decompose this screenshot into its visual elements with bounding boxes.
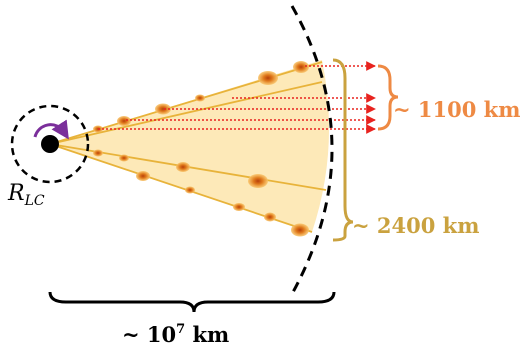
light-cylinder-circle bbox=[10, 104, 90, 184]
rotation-arrow-icon bbox=[33, 119, 69, 140]
emission-rays bbox=[98, 61, 376, 134]
neutron-star bbox=[41, 135, 59, 153]
emission-front-arc bbox=[290, 5, 334, 295]
light-cylinder-label: RLC bbox=[7, 181, 45, 209]
distance-label: ~ 107 km bbox=[122, 322, 229, 347]
plasma-blobs bbox=[93, 61, 309, 237]
emission-fan bbox=[50, 60, 330, 232]
narrow-width-label: ~ 1100 km bbox=[393, 97, 520, 122]
wide-brace bbox=[332, 58, 354, 242]
distance-brace bbox=[48, 291, 336, 313]
narrow-brace bbox=[377, 64, 399, 131]
wide-width-label: ~ 2400 km bbox=[352, 213, 479, 238]
